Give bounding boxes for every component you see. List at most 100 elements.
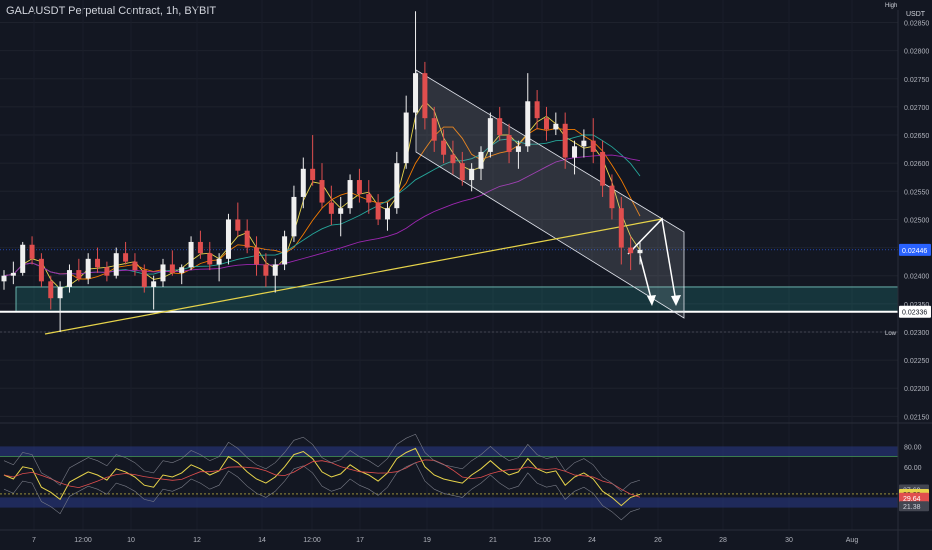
candle-body [319, 180, 325, 203]
currency-label: USDT [906, 11, 926, 18]
candle-body [637, 249, 643, 254]
moving-average-line [3, 154, 641, 277]
candle-body [282, 236, 288, 265]
price-tick-label: 0.02200 [904, 386, 929, 393]
candle-body [225, 219, 231, 259]
candle-body [581, 140, 587, 147]
candle-body [216, 258, 222, 265]
candle-body [534, 101, 540, 119]
candle-body [450, 154, 456, 164]
rsi-upper-band [0, 446, 898, 457]
candle-body [366, 194, 372, 203]
candle-body [66, 270, 72, 287]
price-tags: 37.6933.3929.6421.380.024460.02336HighLo… [883, 0, 931, 512]
candle-body [328, 202, 334, 214]
price-tick-label: 0.02350 [904, 302, 929, 309]
candle-body [76, 270, 82, 279]
candle-body [300, 168, 306, 197]
candle-body [515, 146, 521, 152]
candle-body [347, 180, 353, 209]
support-zone [15, 286, 899, 313]
time-tick-label: 10 [127, 537, 135, 544]
high-tag [883, 0, 899, 10]
support-price-tag [899, 305, 931, 318]
rsi-tick-label: 80.00 [904, 444, 922, 451]
time-tick-label: 30 [785, 537, 793, 544]
price-tick-label: 0.02750 [904, 77, 929, 84]
time-tick-label: 26 [654, 537, 662, 544]
candle-body [10, 272, 16, 276]
drawing-overlays [0, 69, 899, 335]
rsi-bollinger-upper [3, 433, 641, 492]
high-label: High [885, 3, 897, 9]
candle-body [272, 264, 278, 276]
price-tick-label: 0.02300 [904, 330, 929, 337]
candle-body [628, 247, 634, 254]
arrow-head [647, 295, 656, 306]
candle-body [169, 264, 175, 273]
arrow-head [671, 295, 681, 306]
candle-body [310, 168, 316, 181]
current-price-label: 0.02446 [902, 248, 927, 255]
rsi-value-tag [899, 492, 929, 503]
time-tick-label: 28 [719, 537, 727, 544]
price-tick-label: 0.02250 [904, 358, 929, 365]
candle-body [48, 281, 54, 299]
candle-body [590, 140, 596, 152]
candle-body [263, 264, 269, 276]
candle-body [506, 135, 512, 152]
candle-body [478, 151, 484, 169]
time-tick-label: 12:00 [533, 537, 551, 544]
low-label: Low [885, 331, 897, 337]
rsi-lower-band [0, 497, 898, 508]
price-tick-label: 0.02700 [904, 105, 929, 112]
candle-body [132, 261, 138, 271]
candle-body [572, 146, 578, 158]
candle-body [235, 219, 241, 231]
time-tick-label: Aug [846, 537, 859, 544]
rsi-value-tag [899, 501, 929, 512]
price-tick-label: 0.02850 [904, 21, 929, 28]
time-tick-label: 14 [258, 537, 266, 544]
candle-body [338, 208, 344, 214]
time-tick-label: 12 [193, 537, 201, 544]
time-tick-label: 21 [489, 537, 497, 544]
current-price-tag [899, 243, 931, 256]
moving-average-line [3, 126, 641, 280]
time-tick-label: 19 [423, 537, 431, 544]
candle-body [525, 101, 531, 147]
candle-body [553, 123, 559, 130]
candle-body [356, 180, 362, 195]
price-tick-label: 0.02500 [904, 217, 929, 224]
candle-body [431, 118, 437, 141]
candle-body [179, 267, 185, 273]
candle-body [20, 244, 26, 273]
ascending-trendline [44, 218, 663, 335]
time-tick-label: 24 [588, 537, 596, 544]
candle-body [254, 247, 260, 265]
candle-body [57, 286, 63, 299]
rsi-signal-line [3, 459, 641, 498]
candle-body [123, 253, 129, 262]
candle-body [95, 258, 101, 268]
rsi-tick-label: 60.00 [904, 465, 922, 472]
candle-body [188, 241, 194, 268]
price-tick-label: 0.02600 [904, 161, 929, 168]
candle-body [469, 168, 475, 181]
price-tick-label: 0.02150 [904, 414, 929, 421]
candle-body [562, 123, 568, 158]
rsi-panel: 80.00 60.00 [0, 422, 932, 521]
candle-body [375, 202, 381, 220]
candle-body [497, 118, 503, 136]
rsi-bollinger-lower [3, 462, 641, 521]
candle-series [1, 11, 643, 332]
rsi-value-label: 29.64 [903, 496, 921, 503]
candle-body [207, 253, 213, 265]
support-price-label: 0.02336 [902, 310, 927, 317]
candle-body [197, 241, 203, 254]
candle-body [384, 208, 390, 220]
candle-body [29, 244, 35, 259]
candle-body [609, 185, 615, 209]
candle-body [441, 140, 447, 155]
